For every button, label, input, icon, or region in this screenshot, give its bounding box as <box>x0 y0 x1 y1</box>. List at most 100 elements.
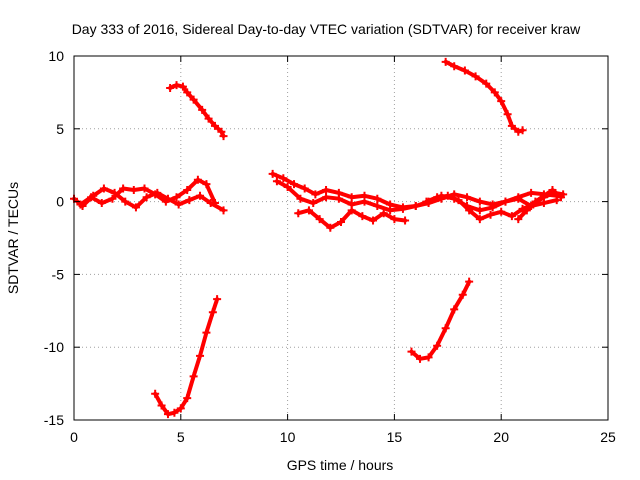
data-point <box>151 389 160 398</box>
data-point <box>416 354 425 363</box>
data-point <box>304 206 313 215</box>
data-point <box>379 209 388 218</box>
data-point <box>183 88 192 97</box>
data-point <box>401 216 410 225</box>
data-point <box>514 194 523 203</box>
data-point <box>450 305 459 314</box>
data-point <box>337 217 345 226</box>
data-point <box>183 394 192 403</box>
data-point <box>373 194 382 203</box>
data-point <box>557 193 566 202</box>
data-point <box>193 175 202 184</box>
y-axis-label: SDTVAR / TECUs <box>5 182 21 294</box>
data-point <box>373 201 382 210</box>
data-point <box>189 95 198 104</box>
data-point <box>213 295 222 304</box>
data-point <box>497 207 506 216</box>
data-point <box>311 190 320 199</box>
data-point <box>465 277 474 286</box>
data-point <box>183 185 192 194</box>
data-point <box>189 372 198 381</box>
data-point <box>475 215 484 224</box>
data-point <box>454 196 463 205</box>
data-point <box>433 341 442 350</box>
data-point <box>202 328 211 337</box>
data-point <box>140 184 149 193</box>
data-point <box>424 353 433 362</box>
data-point <box>283 183 292 192</box>
data-point <box>460 66 469 75</box>
data-point <box>347 200 356 209</box>
data-point <box>539 191 548 200</box>
data-point <box>531 197 540 206</box>
data-point <box>507 212 516 221</box>
x-tick-label: 20 <box>493 429 509 445</box>
data-point <box>465 206 474 215</box>
data-point <box>358 212 367 221</box>
data-point <box>527 188 536 197</box>
data-point <box>87 193 96 202</box>
data-point <box>450 62 459 71</box>
data-point <box>369 216 378 225</box>
data-point <box>157 401 166 410</box>
data-point <box>322 185 331 194</box>
data-point <box>552 196 561 205</box>
data-point <box>202 180 211 189</box>
data-point <box>294 209 303 218</box>
data-point <box>326 223 335 232</box>
data-point <box>129 185 138 194</box>
data-point <box>172 81 181 90</box>
data-point <box>334 194 343 203</box>
plot-series <box>70 57 568 419</box>
data-point <box>279 174 288 183</box>
data-point <box>514 127 523 136</box>
data-point <box>119 184 128 193</box>
data-point <box>507 121 516 130</box>
y-tick-label: -5 <box>52 266 65 282</box>
data-point <box>97 199 106 208</box>
data-point <box>501 197 510 206</box>
y-tick-label: 5 <box>56 121 64 137</box>
data-point <box>166 84 175 93</box>
data-point <box>514 215 523 224</box>
data-point <box>497 97 506 106</box>
data-point <box>488 200 497 209</box>
data-point <box>441 57 450 66</box>
x-tick-label: 5 <box>177 429 185 445</box>
data-point <box>518 204 527 213</box>
data-point <box>196 351 205 360</box>
data-point <box>315 215 324 224</box>
data-point <box>486 210 495 219</box>
data-point <box>475 197 484 206</box>
data-point <box>131 203 140 212</box>
data-point <box>217 127 226 136</box>
x-axis-label: GPS time / hours <box>287 457 394 473</box>
y-tick-label: -15 <box>44 412 64 428</box>
y-tick-label: 0 <box>56 194 64 210</box>
data-point <box>172 193 181 202</box>
data-point <box>360 197 369 206</box>
data-point <box>441 324 450 333</box>
data-point <box>518 126 527 135</box>
data-point <box>210 121 219 130</box>
data-point <box>322 193 331 202</box>
data-point <box>290 180 299 189</box>
data-point <box>108 194 117 203</box>
data-point <box>458 290 467 299</box>
data-point <box>503 110 512 119</box>
chart-title: Day 333 of 2016, Sidereal Day-to-day VTE… <box>72 21 581 37</box>
data-point <box>176 404 185 413</box>
data-point <box>296 194 305 203</box>
data-point <box>121 197 130 206</box>
data-point <box>471 72 480 81</box>
data-point <box>210 199 219 208</box>
data-point <box>539 199 548 208</box>
data-point <box>424 199 433 208</box>
data-point <box>163 410 172 419</box>
data-point <box>161 197 170 206</box>
data-point <box>548 185 557 194</box>
data-point <box>99 184 108 193</box>
data-point <box>437 194 446 203</box>
